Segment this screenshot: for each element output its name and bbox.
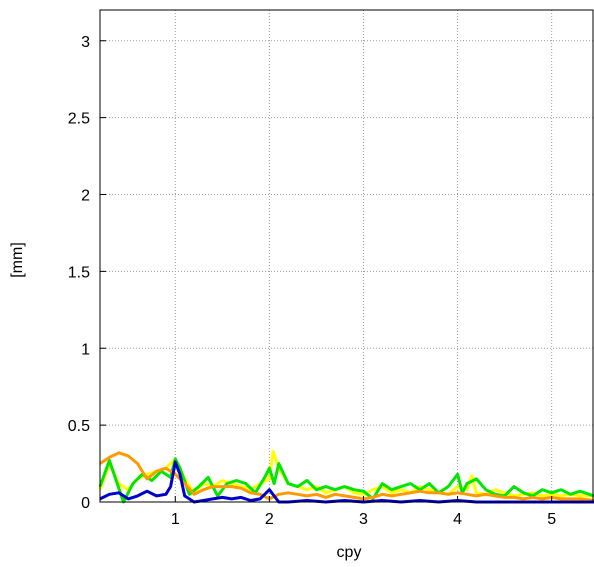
x-tick-label: 2 [265, 511, 274, 528]
y-tick-label: 2 [81, 188, 90, 205]
x-tick-label: 4 [453, 511, 462, 528]
y-tick-label: 3 [81, 34, 90, 51]
y-tick-label: 0.5 [68, 418, 90, 435]
y-tick-label: 0 [81, 495, 90, 512]
y-axis-label: [mm] [9, 242, 26, 278]
series-line-4 [99, 460, 594, 504]
x-tick-label: 5 [547, 511, 556, 528]
y-tick-label: 2.5 [68, 111, 90, 128]
x-tick-label: 1 [171, 511, 180, 528]
plot-frame [99, 9, 594, 503]
y-tick-label: 1 [81, 341, 90, 358]
series-layer [98, 449, 594, 504]
grid [100, 10, 594, 502]
y-tick-label: 1.5 [68, 264, 90, 281]
x-tick-label: 3 [359, 511, 368, 528]
x-axis-label: cpy [337, 544, 362, 561]
ticks: 1 2 3 4 5 0 0.5 1 1.5 2 2.5 3 [68, 34, 556, 528]
